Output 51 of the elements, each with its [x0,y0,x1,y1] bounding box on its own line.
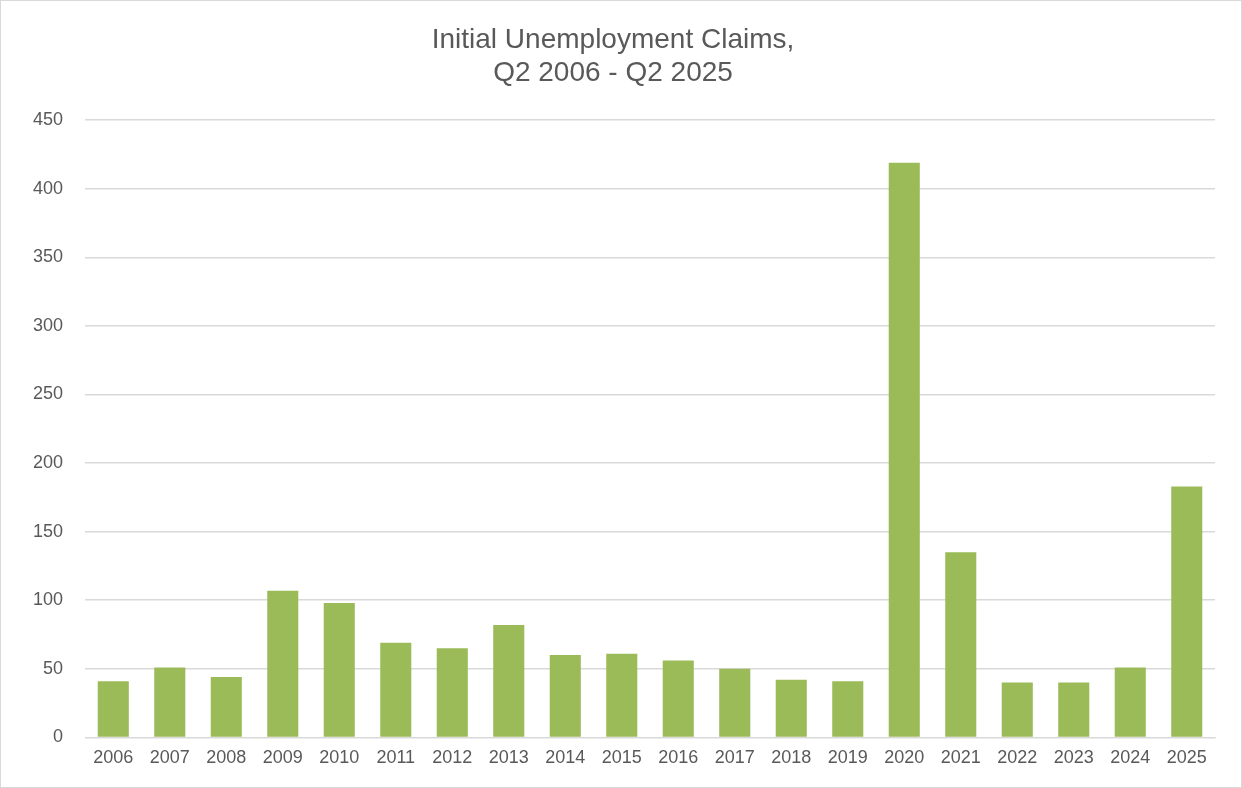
y-tick-label: 100 [32,589,64,610]
y-tick-label: 450 [32,109,64,130]
bar [1114,667,1146,737]
x-tick-label: 2009 [262,747,303,768]
y-tick-label: 150 [32,520,64,541]
bar [832,681,864,737]
bar [945,552,977,737]
bar [1001,682,1033,737]
y-tick-label: 200 [32,452,64,473]
y-tick-label: 300 [32,314,64,335]
x-tick-label: 2010 [319,747,360,768]
bar [549,655,581,737]
bar [1058,682,1090,737]
y-tick-label: 350 [32,246,64,267]
bar [888,162,920,737]
x-tick-label: 2022 [997,747,1038,768]
x-tick-label: 2024 [1110,747,1151,768]
y-tick-label: 250 [32,383,64,404]
chart-title: Initial Unemployment Claims, Q2 2006 - Q2 2025 [431,22,795,88]
x-tick-label: 2025 [1166,747,1207,768]
bar [1171,486,1203,737]
bar [493,624,525,737]
bar [775,679,807,737]
y-tick-label: 400 [32,177,64,198]
bar [606,653,638,737]
x-tick-label: 2007 [149,747,190,768]
y-tick-label: 0 [53,726,64,747]
x-tick-label: 2008 [206,747,247,768]
x-tick-label: 2011 [376,747,416,768]
x-tick-label: 2017 [714,747,755,768]
bar [719,668,751,737]
x-tick-label: 2016 [658,747,699,768]
x-tick-label: 2006 [93,747,134,768]
x-tick-label: 2013 [488,747,529,768]
x-tick-label: 2014 [545,747,586,768]
bar [323,602,355,737]
x-tick-label: 2020 [884,747,925,768]
bar [662,660,694,737]
y-tick-label: 50 [43,657,64,678]
bar [210,677,242,737]
bar [267,590,299,737]
x-tick-label: 2018 [771,747,812,768]
bar [97,681,129,737]
bar [436,648,468,737]
x-tick-label: 2015 [601,747,642,768]
x-tick-label: 2021 [940,747,981,768]
bar [154,667,186,737]
bar [380,642,412,737]
x-tick-label: 2023 [1053,747,1094,768]
x-tick-label: 2019 [827,747,868,768]
x-tick-label: 2012 [432,747,473,768]
